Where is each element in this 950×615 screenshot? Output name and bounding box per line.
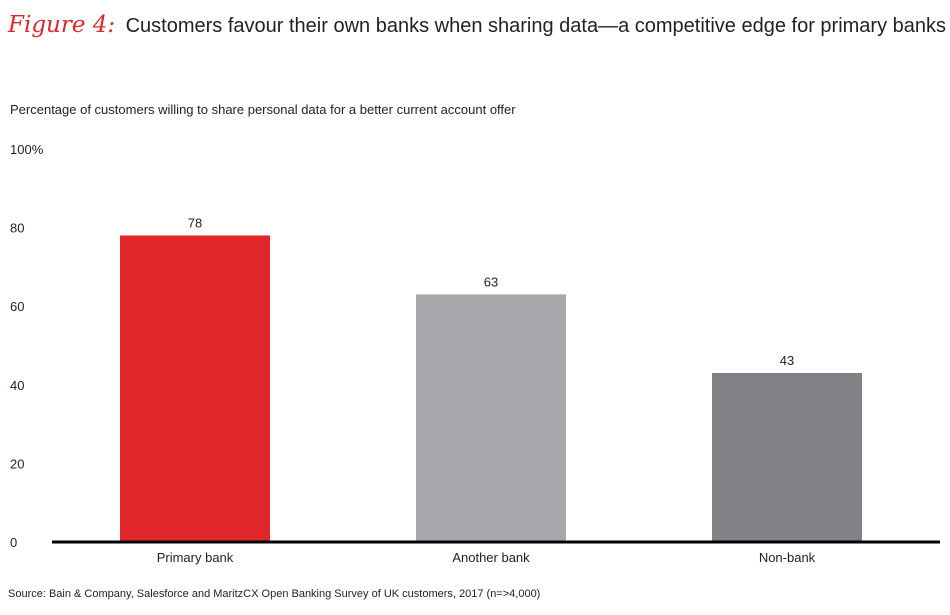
y-tick-label: 20 <box>10 456 24 471</box>
bar <box>416 294 566 542</box>
y-tick-label: 100% <box>10 142 44 157</box>
bar <box>712 373 862 542</box>
x-tick-label: Primary bank <box>157 550 234 565</box>
data-label: 63 <box>484 274 498 289</box>
y-tick-label: 40 <box>10 378 24 393</box>
data-label: 43 <box>780 353 794 368</box>
source-note: Source: Bain & Company, Salesforce and M… <box>8 588 541 600</box>
bar <box>120 235 270 542</box>
figure-title: Customers favour their own banks when sh… <box>125 15 947 37</box>
x-tick-label: Non-bank <box>759 550 816 565</box>
figure-label: Figure 4: <box>8 12 116 38</box>
figure-header: Figure 4: Customers favour their own ban… <box>8 12 946 38</box>
chart-subtitle: Percentage of customers willing to share… <box>10 102 516 117</box>
y-tick-label: 0 <box>10 535 17 550</box>
y-tick-label: 60 <box>10 299 24 314</box>
x-tick-label: Another bank <box>452 550 530 565</box>
data-label: 78 <box>188 215 202 230</box>
y-tick-label: 80 <box>10 221 24 236</box>
